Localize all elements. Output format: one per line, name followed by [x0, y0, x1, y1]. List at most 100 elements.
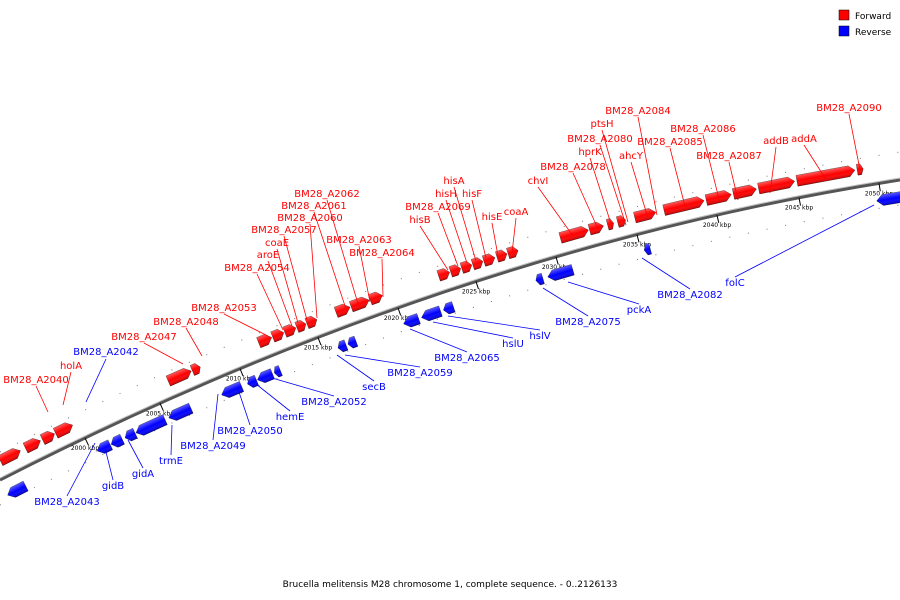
forward-gene[interactable] — [704, 189, 732, 206]
forward-gene[interactable] — [605, 218, 615, 231]
forward-gene-label[interactable]: BM28_A2060 — [277, 213, 343, 224]
reverse-gene-label[interactable]: BM28_A2075 — [555, 317, 621, 328]
reverse-gene-label[interactable]: secB — [362, 382, 386, 393]
forward-gene-label[interactable]: hisH — [435, 189, 457, 200]
forward-gene-label[interactable]: BM28_A2080 — [567, 134, 633, 145]
reverse-gene[interactable] — [219, 381, 244, 400]
forward-gene[interactable] — [587, 221, 605, 236]
forward-gene[interactable] — [616, 215, 627, 228]
forward-gene[interactable] — [0, 446, 23, 466]
reverse-gene-label[interactable]: folC — [725, 278, 744, 289]
forward-gene[interactable] — [333, 302, 352, 318]
forward-gene-label[interactable]: hisA — [443, 176, 464, 187]
forward-gene[interactable] — [662, 195, 706, 216]
forward-gene-label[interactable]: BM28_A2087 — [696, 151, 762, 162]
forward-gene[interactable] — [282, 323, 298, 338]
forward-gene-label[interactable]: BM28_A2084 — [605, 106, 671, 117]
forward-gene[interactable] — [795, 165, 856, 187]
reverse-gene-label[interactable]: BM28_A2082 — [657, 290, 723, 301]
forward-gene-label[interactable]: BM28_A2069 — [405, 202, 471, 213]
forward-gene[interactable] — [459, 260, 473, 274]
forward-gene-label[interactable]: hisF — [462, 189, 482, 200]
forward-gene-label[interactable]: BM28_A2090 — [816, 103, 882, 114]
forward-gene-label[interactable]: BM28_A2085 — [637, 137, 703, 148]
reverse-gene-label[interactable]: BM28_A2050 — [217, 426, 283, 437]
forward-gene[interactable] — [165, 366, 193, 387]
reverse-gene[interactable] — [5, 480, 29, 500]
forward-gene[interactable] — [495, 249, 508, 263]
forward-gene[interactable] — [349, 295, 371, 313]
reverse-gene[interactable] — [442, 301, 456, 316]
reverse-gene[interactable] — [420, 305, 443, 323]
forward-gene-label[interactable]: aroE — [257, 250, 279, 261]
reverse-gene[interactable] — [245, 374, 259, 389]
forward-gene-label[interactable]: ahcY — [619, 151, 644, 162]
reverse-gene-label[interactable]: hslV — [529, 331, 550, 342]
reverse-gene[interactable] — [643, 243, 652, 256]
forward-gene[interactable] — [436, 267, 451, 282]
forward-gene-label[interactable]: BM28_A2062 — [294, 189, 360, 200]
forward-gene-label[interactable]: holA — [60, 361, 82, 372]
forward-gene-label[interactable]: BM28_A2078 — [540, 162, 606, 173]
forward-gene-label[interactable]: BM28_A2053 — [191, 303, 257, 314]
forward-gene-label[interactable]: BM28_A2061 — [281, 201, 347, 212]
reverse-gene-label[interactable]: BM28_A2052 — [301, 397, 367, 408]
reverse-gene-label[interactable]: BM28_A2042 — [73, 347, 139, 358]
reverse-gene-label[interactable]: pckA — [627, 305, 652, 316]
forward-gene-label[interactable]: BM28_A2063 — [326, 235, 392, 246]
forward-gene-label[interactable]: BM28_A2048 — [153, 317, 219, 328]
forward-gene-label[interactable]: hisE — [482, 212, 503, 223]
forward-gene[interactable] — [22, 436, 43, 454]
forward-gene-label[interactable]: BM28_A2057 — [251, 225, 317, 236]
forward-gene-label[interactable]: addB — [763, 136, 789, 147]
forward-gene-label[interactable]: addA — [791, 134, 817, 145]
forward-gene[interactable] — [39, 429, 57, 445]
reverse-gene-label[interactable]: gidB — [102, 481, 124, 492]
reverse-gene[interactable] — [134, 414, 168, 438]
forward-gene-label[interactable]: coaE — [265, 238, 289, 249]
reverse-gene-label[interactable]: BM28_A2049 — [180, 441, 246, 452]
reverse-gene[interactable] — [167, 402, 194, 423]
reverse-gene[interactable] — [546, 264, 575, 282]
forward-gene-label[interactable]: ptsH — [591, 119, 614, 130]
forward-gene[interactable] — [732, 184, 757, 200]
reverse-gene[interactable] — [272, 365, 283, 378]
forward-gene-label[interactable]: chvI — [528, 176, 549, 187]
reverse-gene[interactable] — [95, 439, 113, 456]
forward-gene[interactable] — [270, 327, 286, 343]
forward-gene[interactable] — [304, 315, 319, 329]
forward-gene[interactable] — [558, 225, 590, 244]
reverse-gene[interactable] — [876, 191, 900, 206]
forward-gene-label[interactable]: hisB — [409, 215, 430, 226]
forward-gene[interactable] — [294, 319, 308, 333]
forward-gene[interactable] — [189, 362, 202, 376]
reverse-gene-label[interactable]: trmE — [159, 456, 183, 467]
forward-gene[interactable] — [53, 420, 75, 439]
forward-gene[interactable] — [482, 252, 496, 267]
forward-gene-label[interactable]: BM28_A2047 — [111, 332, 177, 343]
forward-gene[interactable] — [448, 263, 462, 278]
forward-gene[interactable] — [256, 332, 274, 348]
reverse-gene[interactable] — [402, 313, 421, 329]
forward-gene[interactable] — [470, 256, 484, 271]
forward-gene-label[interactable]: hprK — [578, 147, 602, 158]
forward-gene-label[interactable]: BM28_A2040 — [3, 375, 69, 386]
reverse-gene[interactable] — [336, 339, 349, 353]
reverse-gene-label[interactable]: hemE — [276, 412, 305, 423]
forward-gene-label[interactable]: BM28_A2054 — [224, 263, 290, 274]
reverse-gene-label[interactable]: hslU — [502, 339, 524, 350]
reverse-gene[interactable] — [255, 368, 275, 385]
forward-gene[interactable] — [368, 290, 384, 306]
reverse-gene-label[interactable]: BM28_A2043 — [34, 497, 100, 508]
forward-gene-label[interactable]: BM28_A2064 — [349, 248, 415, 259]
reverse-gene[interactable] — [534, 273, 545, 286]
reverse-gene-label[interactable]: gidA — [132, 469, 154, 480]
forward-gene-label[interactable]: coaA — [504, 207, 529, 218]
forward-gene[interactable] — [757, 176, 796, 195]
reverse-gene-label[interactable]: BM28_A2065 — [434, 353, 500, 364]
reverse-gene-label[interactable]: BM28_A2059 — [387, 368, 453, 379]
reverse-gene[interactable] — [123, 428, 138, 443]
reverse-gene[interactable] — [346, 335, 359, 349]
reverse-gene[interactable] — [109, 434, 125, 449]
forward-gene-label[interactable]: BM28_A2086 — [670, 124, 736, 135]
